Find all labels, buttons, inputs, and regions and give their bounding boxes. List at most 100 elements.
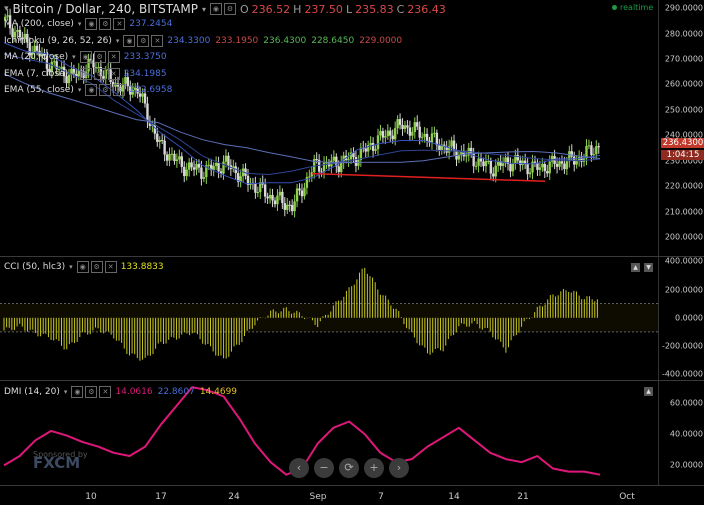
reset-chart-button[interactable]: ⟳ bbox=[339, 458, 359, 478]
candle-body bbox=[62, 66, 66, 77]
candle-body bbox=[126, 77, 130, 87]
eye-icon[interactable]: ◉ bbox=[79, 67, 92, 80]
dmi-dropdown-icon[interactable]: ▾ bbox=[63, 388, 68, 396]
time-axis[interactable]: 10 17 24 Sep 7 14 21 Oct bbox=[0, 485, 704, 505]
candle-body bbox=[217, 162, 220, 172]
settings-icon[interactable]: ⚙ bbox=[99, 84, 112, 96]
eye-icon[interactable]: ◉ bbox=[79, 51, 92, 63]
time-axis-label: 24 bbox=[228, 492, 240, 502]
indicator-label[interactable]: EMA (7, close) bbox=[4, 68, 69, 79]
scroll-left-button[interactable]: ‹ bbox=[289, 458, 309, 478]
candle-body bbox=[509, 164, 512, 172]
indicator-label[interactable]: EMA (55, close) bbox=[4, 85, 74, 95]
settings-icon[interactable]: ⚙ bbox=[85, 386, 98, 398]
eye-icon[interactable]: ◉ bbox=[123, 34, 136, 47]
eye-icon[interactable]: ◉ bbox=[85, 18, 98, 30]
close-icon[interactable]: ✕ bbox=[151, 34, 164, 47]
candle-body bbox=[580, 157, 583, 162]
candle-body bbox=[531, 161, 534, 173]
pane-divider[interactable] bbox=[0, 256, 704, 257]
indicator-label[interactable]: MA (200, close) bbox=[4, 19, 74, 29]
settings-icon[interactable]: ⚙ bbox=[90, 261, 103, 273]
candle-body bbox=[278, 191, 282, 196]
candle-body bbox=[320, 171, 323, 173]
dmi-values: 14.0616 22.8607 14.4699 bbox=[115, 387, 242, 397]
settings-icon[interactable]: ⚙ bbox=[137, 34, 150, 47]
axis-tick-label: 280.0000 bbox=[664, 29, 703, 39]
candle-body bbox=[418, 126, 421, 138]
indicator-actions: ◉ ⚙ ✕ bbox=[79, 67, 120, 80]
close-icon[interactable]: ✕ bbox=[113, 84, 126, 96]
candle-body bbox=[489, 160, 493, 174]
dmi-label[interactable]: DMI (14, 20) bbox=[4, 387, 60, 397]
settings-icon[interactable]: ⚙ bbox=[99, 18, 112, 30]
axis-tick-label: 270.0000 bbox=[664, 54, 703, 64]
close-icon[interactable]: ✕ bbox=[107, 51, 120, 63]
price-axis[interactable]: 290.0000 280.0000 270.0000 260.0000 250.0000… bbox=[658, 0, 704, 256]
eye-icon[interactable]: ◉ bbox=[71, 386, 84, 398]
candle-body bbox=[286, 204, 289, 210]
candle-body bbox=[308, 176, 311, 178]
chevron-down-icon[interactable]: ▾ bbox=[4, 4, 9, 14]
price-pane[interactable]: ▾ Bitcoin / Dollar, 240, BITSTAMP ▾ ◉ ⚙ … bbox=[0, 0, 658, 256]
candle-body bbox=[423, 133, 426, 137]
cci-pane[interactable]: CCI (50, hlc3) ▾ ◉ ⚙ ✕ 133.8833 ▲ ▼ bbox=[0, 257, 658, 380]
close-icon[interactable]: ✕ bbox=[104, 261, 117, 273]
dmi-axis[interactable]: 60.0000 40.0000 20.0000 bbox=[658, 381, 704, 485]
zoom-out-button[interactable]: − bbox=[314, 458, 334, 478]
cci-axis[interactable]: 400.0000 200.0000 0.0000 -200.0000 -400.0000 bbox=[658, 257, 704, 380]
candle-body bbox=[494, 165, 497, 177]
chart-navigation: ‹ − ⟳ + › bbox=[289, 458, 409, 478]
candle-body bbox=[369, 142, 372, 146]
candle-body bbox=[349, 152, 353, 160]
candle-body bbox=[420, 136, 424, 138]
pane-divider[interactable] bbox=[0, 380, 704, 381]
candle-body bbox=[266, 196, 269, 199]
eye-icon[interactable]: ◉ bbox=[85, 84, 98, 96]
candle-body bbox=[452, 140, 456, 151]
axis-tick-label: 290.0000 bbox=[664, 3, 703, 13]
indicator-label[interactable]: Ichimoku (9, 26, 52, 26) bbox=[4, 35, 112, 46]
candle-body bbox=[416, 122, 419, 127]
indicator-row: MA (200, close) ▾ ◉ ⚙ ✕ 237.2454 bbox=[4, 18, 177, 30]
candle-body bbox=[72, 68, 76, 74]
candle-body bbox=[543, 163, 546, 172]
candle-body bbox=[214, 162, 218, 166]
indicator-dropdown-icon[interactable]: ▾ bbox=[115, 36, 120, 45]
indicator-dropdown-icon[interactable]: ▾ bbox=[77, 86, 82, 94]
candle-body bbox=[183, 166, 186, 177]
indicator-dropdown-icon[interactable]: ▾ bbox=[72, 69, 76, 78]
indicator-actions: ◉ ⚙ ✕ bbox=[79, 51, 120, 63]
indicator-label[interactable]: MA (20, close) bbox=[4, 52, 69, 62]
scroll-right-button[interactable]: › bbox=[389, 458, 409, 478]
zoom-in-button[interactable]: + bbox=[364, 458, 384, 478]
symbol-title[interactable]: Bitcoin / Dollar, 240, BITSTAMP bbox=[12, 2, 198, 16]
candle-body bbox=[371, 142, 375, 151]
settings-icon[interactable]: ⚙ bbox=[223, 3, 236, 15]
candle-body bbox=[45, 55, 49, 69]
settings-icon[interactable]: ⚙ bbox=[93, 67, 106, 80]
candle-body bbox=[205, 165, 208, 178]
eye-icon[interactable]: ◉ bbox=[209, 3, 222, 15]
cci-label[interactable]: CCI (50, hlc3) bbox=[4, 262, 66, 272]
close-icon[interactable]: ✕ bbox=[107, 67, 120, 80]
candle-body bbox=[263, 184, 267, 197]
settings-icon[interactable]: ⚙ bbox=[93, 51, 106, 63]
indicator-dropdown-icon[interactable]: ▾ bbox=[72, 53, 76, 61]
indicator-dropdown-icon[interactable]: ▾ bbox=[77, 20, 82, 28]
candle-body bbox=[244, 168, 247, 176]
pane-up-icon[interactable]: ▲ bbox=[644, 387, 653, 396]
pane-down-icon[interactable]: ▼ bbox=[644, 263, 653, 272]
candle-body bbox=[210, 164, 213, 171]
indicator-row: Ichimoku (9, 26, 52, 26) ▾ ◉ ⚙ ✕ 234.3300 233.… bbox=[4, 34, 407, 47]
candle-body bbox=[232, 166, 235, 170]
pane-up-icon[interactable]: ▲ bbox=[631, 263, 640, 272]
close-icon[interactable]: ✕ bbox=[99, 386, 112, 398]
candle-body bbox=[506, 157, 510, 165]
symbol-dropdown-icon[interactable]: ▾ bbox=[201, 4, 206, 14]
close-icon[interactable]: ✕ bbox=[113, 18, 126, 30]
candle-body bbox=[391, 135, 394, 140]
cci-dropdown-icon[interactable]: ▾ bbox=[69, 263, 73, 271]
eye-icon[interactable]: ◉ bbox=[76, 261, 89, 273]
candle-body bbox=[190, 162, 193, 168]
